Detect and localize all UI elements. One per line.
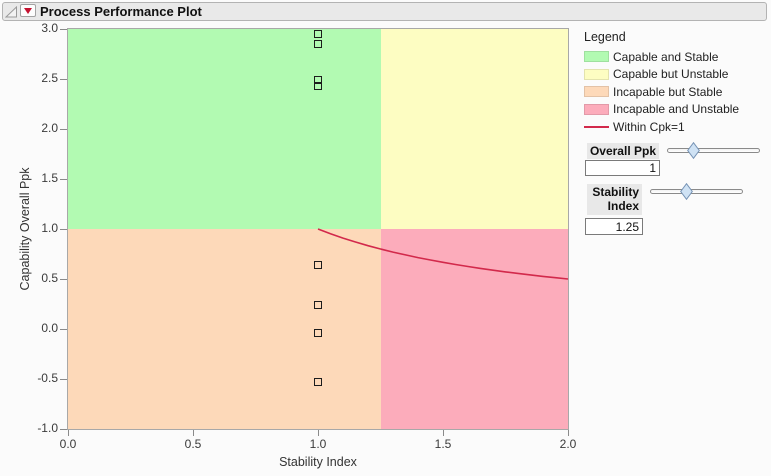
data-point-marker[interactable] [314,261,322,269]
x-axis-tick [442,430,444,436]
region-incapable-but-stable [68,229,381,429]
y-axis-tick [60,228,67,230]
stability-index-label: Stability Index [587,184,642,215]
y-axis-tick [60,28,67,30]
y-axis-tick [60,278,67,280]
y-axis-tick-label: 2.0 [41,121,58,135]
y-axis-tick [60,178,67,180]
legend-item-label: Capable and Stable [613,49,719,64]
y-axis-tick-label: 0.0 [41,321,58,335]
y-axis-tick-label: 0.5 [41,271,58,285]
red-triangle-icon [24,7,32,14]
x-axis-title: Stability Index [279,455,357,469]
region-capable-and-stable [68,29,381,229]
data-point-marker[interactable] [314,29,322,38]
y-axis-title: Capability Overall Ppk [18,167,32,291]
legend-item-capable-and-stable: Capable and Stable [584,48,718,65]
x-axis-tick-label: 0.0 [59,437,77,451]
legend-item-incapable-but-stable: Incapable but Stable [584,83,722,100]
region-incapable-and-unstable [380,229,568,429]
y-axis-tick-label: 3.0 [41,21,58,35]
legend-color-swatch [584,68,609,80]
y-axis-tick-label: -0.5 [37,371,58,385]
legend-item-label: Incapable but Stable [613,84,723,99]
data-point-marker[interactable] [314,329,322,337]
y-axis-tick-label: 2.5 [41,71,58,85]
y-axis-tick-label: 1.5 [41,171,58,185]
y-axis-tick [60,328,67,330]
legend-item-label: Incapable and Unstable [613,102,740,116]
stability-index-slider[interactable] [650,189,743,194]
legend-title: Legend [584,30,626,44]
overall-ppk-input[interactable] [585,160,660,176]
x-axis-tick-label: 1.5 [434,437,452,451]
page-title: Process Performance Plot [40,4,202,19]
legend-item-label: Within Cpk=1 [613,119,685,134]
report-title-bar: Process Performance Plot [2,2,767,21]
x-axis-tick [192,430,194,436]
x-axis-tick [67,430,69,436]
legend-color-swatch [584,86,609,97]
y-axis-tick-label: 1.0 [41,221,58,235]
overall-ppk-slider[interactable] [667,148,760,153]
stability-index-slider-thumb[interactable] [679,183,693,200]
region-capable-but-unstable [380,29,568,229]
data-point-marker[interactable] [314,301,322,309]
y-axis-tick [60,428,67,430]
legend-color-swatch [584,51,609,62]
red-triangle-menu-button[interactable] [20,4,36,17]
y-axis-tick-label: -1.0 [37,421,58,435]
disclosure-triangle-icon[interactable] [5,6,18,18]
data-point-marker[interactable] [314,82,322,90]
legend-item-capable-but-unstable: Capable but Unstable [584,66,728,83]
overall-ppk-slider-thumb[interactable] [687,142,701,159]
data-point-marker[interactable] [314,76,322,84]
legend-item-within-cpk-1: Within Cpk=1 [584,118,685,135]
legend-color-swatch [584,103,609,115]
y-axis-tick [60,78,67,80]
legend-line-swatch [584,125,609,128]
y-axis-tick [60,378,67,380]
x-axis-tick [567,430,569,436]
legend-item-incapable-and-unstable: Incapable and Unstable [584,101,739,118]
x-axis-tick-label: 1.0 [309,437,327,451]
legend-item-label: Capable but Unstable [613,67,729,81]
x-axis-tick-label: 0.5 [184,437,202,451]
plot-area [67,28,569,430]
data-point-marker[interactable] [314,378,322,386]
x-axis-tick [317,430,319,436]
overall-ppk-label: Overall Ppk [587,143,659,159]
stability-index-input[interactable] [585,218,643,235]
data-point-marker[interactable] [314,40,322,48]
x-axis-tick-label: 2.0 [559,437,577,451]
y-axis-tick [60,128,67,130]
